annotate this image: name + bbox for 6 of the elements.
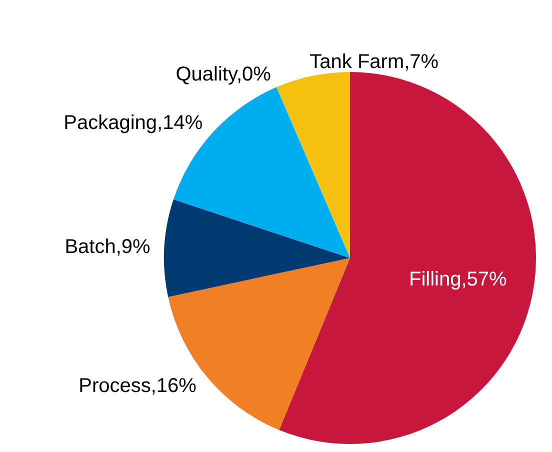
slice-label: Tank Farm,7% <box>310 51 439 74</box>
slice-label: Packaging,14% <box>64 112 203 134</box>
slice-label: Process,16% <box>78 375 197 398</box>
slice-label: Batch,9% <box>64 236 151 258</box>
category-label: Quality,0% <box>176 63 271 86</box>
slice-label: Filling,57% <box>408 268 508 290</box>
